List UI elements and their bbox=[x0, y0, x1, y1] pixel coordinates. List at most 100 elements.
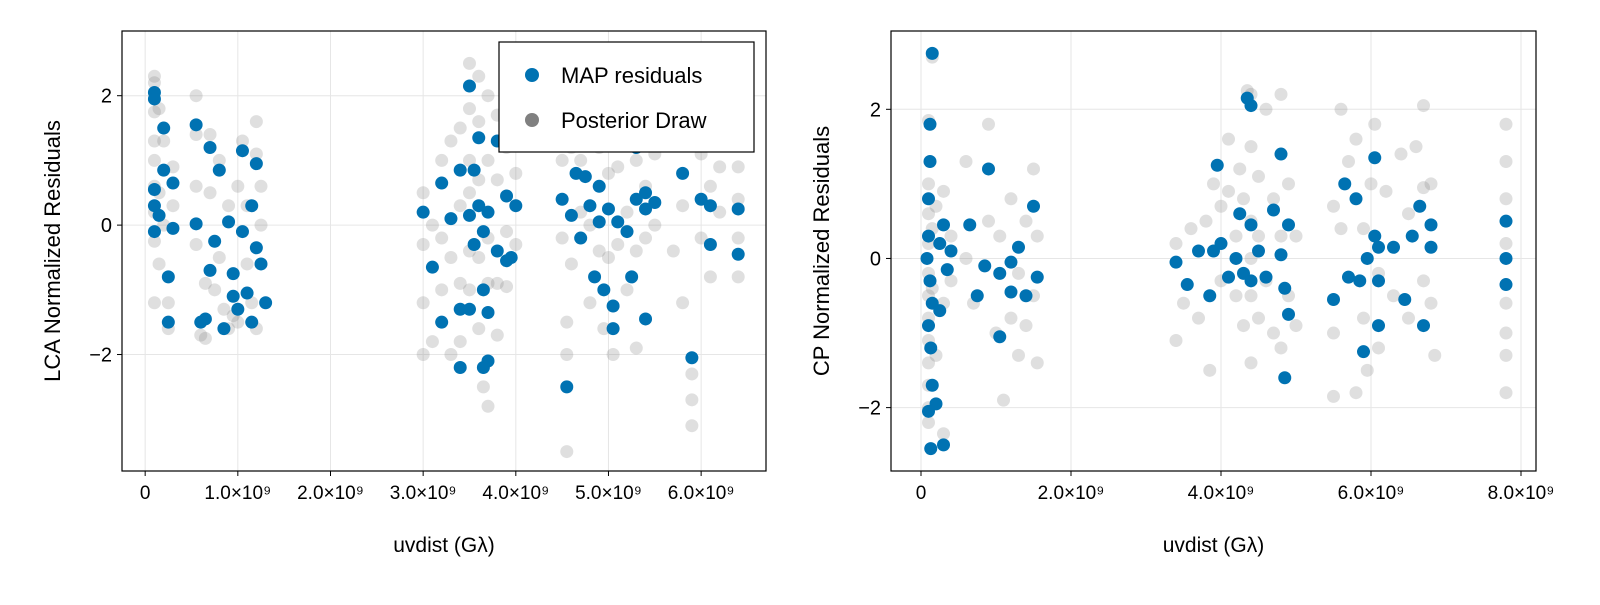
map-residual-point bbox=[1030, 270, 1044, 284]
posterior-draw-point bbox=[1417, 181, 1430, 195]
posterior-draw-point bbox=[937, 184, 950, 198]
posterior-draw-point bbox=[462, 283, 476, 297]
posterior-draw-point bbox=[560, 348, 574, 362]
map-residual-point bbox=[922, 404, 935, 418]
map-residual-point bbox=[249, 241, 263, 255]
posterior-draw-point bbox=[713, 160, 727, 174]
posterior-draw-point bbox=[685, 419, 699, 433]
map-residual-point bbox=[481, 305, 495, 319]
posterior-draw-point bbox=[574, 153, 588, 167]
map-residual-point bbox=[462, 79, 476, 93]
x-tick-label: 2.0×10⁹ bbox=[1038, 483, 1105, 504]
map-residual-point bbox=[597, 283, 611, 297]
posterior-draw-point bbox=[1259, 102, 1273, 116]
posterior-draw-point bbox=[1274, 87, 1288, 101]
map-residual-point bbox=[1244, 218, 1258, 232]
map-residual-point bbox=[189, 118, 203, 132]
posterior-draw-point bbox=[1267, 192, 1280, 206]
x-tick-label: 0 bbox=[140, 483, 151, 504]
posterior-draw-point bbox=[685, 367, 699, 381]
posterior-draw-point bbox=[937, 427, 950, 441]
posterior-draw-point bbox=[1252, 169, 1265, 183]
x-tick-label: 6.0×10⁹ bbox=[1338, 483, 1405, 504]
posterior-draw-point bbox=[444, 348, 458, 362]
posterior-draw-point bbox=[147, 153, 161, 167]
posterior-draw-point bbox=[203, 128, 217, 142]
map-residual-point bbox=[564, 208, 578, 222]
map-residual-point bbox=[1372, 240, 1385, 254]
posterior-draw-point bbox=[1027, 162, 1040, 176]
posterior-draw-point bbox=[1004, 311, 1018, 325]
map-residual-point bbox=[703, 199, 717, 213]
map-residual-point bbox=[198, 312, 212, 326]
posterior-draw-point bbox=[1207, 177, 1220, 191]
map-residual-point bbox=[1203, 289, 1217, 303]
posterior-draw-point bbox=[1424, 177, 1438, 191]
posterior-draw-point bbox=[1357, 222, 1370, 236]
map-residual-point bbox=[453, 360, 467, 374]
map-residual-point bbox=[620, 225, 634, 239]
posterior-draw-point bbox=[1192, 311, 1205, 325]
posterior-draw-point bbox=[1402, 311, 1415, 325]
posterior-draw-point bbox=[993, 229, 1007, 243]
posterior-draw-point bbox=[1282, 177, 1295, 191]
map-residual-point bbox=[1349, 192, 1363, 206]
map-residual-point bbox=[1274, 147, 1288, 161]
map-residual-point bbox=[147, 225, 161, 239]
legend-label: MAP residuals bbox=[561, 63, 702, 88]
map-residual-point bbox=[924, 442, 938, 456]
posterior-draw-point bbox=[1360, 363, 1374, 377]
map-residual-point bbox=[462, 302, 476, 316]
map-residual-point bbox=[476, 225, 490, 239]
posterior-draw-point bbox=[1184, 222, 1198, 236]
posterior-draw-point bbox=[212, 153, 226, 167]
map-residual-point bbox=[1417, 319, 1430, 333]
posterior-draw-point bbox=[1372, 341, 1385, 355]
posterior-draw-point bbox=[416, 238, 430, 252]
posterior-draw-point bbox=[194, 328, 208, 342]
posterior-draw-point bbox=[245, 296, 259, 310]
posterior-draw-point bbox=[629, 244, 643, 258]
posterior-draw-point bbox=[1499, 117, 1513, 131]
posterior-draw-point bbox=[240, 257, 254, 271]
map-residual-point bbox=[254, 257, 268, 271]
map-residual-point bbox=[923, 274, 937, 288]
map-residual-point bbox=[1252, 244, 1265, 258]
posterior-draw-point bbox=[217, 302, 231, 316]
posterior-draw-point bbox=[1349, 386, 1363, 400]
posterior-draw-point bbox=[416, 348, 430, 362]
posterior-draw-point bbox=[481, 89, 495, 103]
posterior-draw-point bbox=[922, 356, 935, 370]
posterior-draw-point bbox=[922, 416, 935, 430]
map-residual-point bbox=[1357, 345, 1370, 359]
map-residual-point bbox=[152, 208, 166, 222]
map-residual-point bbox=[970, 289, 984, 303]
legend: MAP residuals Posterior Draw bbox=[498, 41, 755, 153]
posterior-draw-point bbox=[629, 341, 643, 355]
map-residual-point bbox=[694, 192, 708, 206]
posterior-draw-point bbox=[1214, 199, 1228, 213]
map-residual-point bbox=[467, 163, 481, 177]
posterior-draw-point bbox=[620, 283, 634, 297]
x-tick-label: 0 bbox=[916, 483, 927, 504]
posterior-draw-point bbox=[147, 234, 161, 248]
map-residual-point bbox=[240, 286, 254, 300]
posterior-draw-point bbox=[235, 134, 249, 148]
posterior-draw-point bbox=[731, 192, 745, 206]
map-residual-point bbox=[731, 202, 745, 216]
map-residual-point bbox=[648, 195, 662, 209]
posterior-draw-point bbox=[959, 251, 973, 265]
posterior-draw-point bbox=[1499, 326, 1513, 340]
map-residual-point bbox=[601, 202, 615, 216]
posterior-draw-point bbox=[611, 238, 625, 252]
map-residual-point bbox=[435, 176, 449, 190]
map-residual-point bbox=[147, 183, 161, 197]
posterior-draw-point bbox=[1012, 266, 1025, 280]
posterior-draw-point bbox=[1244, 289, 1258, 303]
posterior-draw-point bbox=[560, 445, 574, 459]
x-tick-label: 3.0×10⁹ bbox=[390, 483, 457, 504]
posterior-draw-point bbox=[1428, 348, 1442, 362]
map-residual-point bbox=[157, 121, 171, 135]
posterior-draw-point bbox=[425, 218, 439, 232]
posterior-draw-point bbox=[231, 179, 245, 193]
